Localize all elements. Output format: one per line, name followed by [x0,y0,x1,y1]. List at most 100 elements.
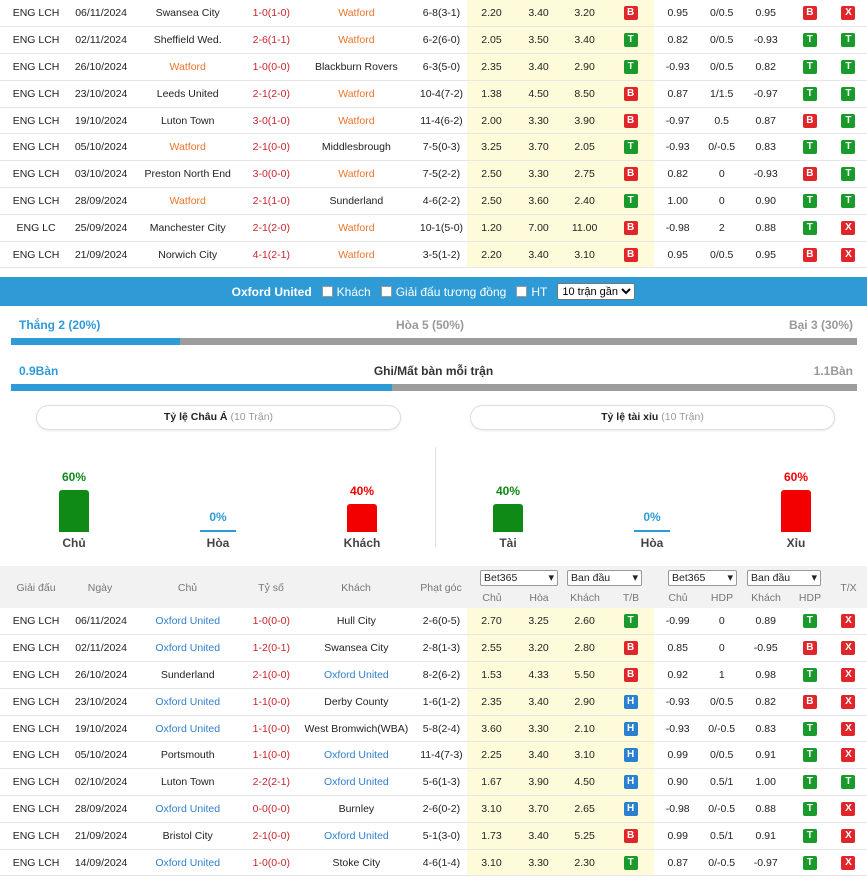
cell-odds-home: 1.20 [467,214,516,242]
cell-home-team[interactable]: Luton Town [130,107,246,135]
cell-away-team[interactable]: Oxford United [297,822,416,850]
table-row: ENG LCH 23/10/2024 Oxford United 1-1(0-0) De… [0,688,867,716]
cell-away-team[interactable]: Middlesbrough [297,133,416,162]
cell-ou-badge: T [829,80,867,108]
cell-home-team[interactable]: Watford [130,187,246,215]
cell-odds-away: 2.30 [561,849,608,876]
cell-away-team[interactable]: West Bromwich(WBA) [297,715,416,743]
hdr-home: Chủ [177,582,198,594]
cell-away-team[interactable]: Oxford United [297,741,416,770]
badge-T: T [802,59,817,74]
cell-odds-draw: 3.30 [515,107,562,135]
cell-away-team[interactable]: Hull City [297,608,416,636]
cell-hdp-home: 0.99 [653,822,702,850]
cell-league: ENG LCH [0,795,73,823]
cell-ou-badge: X [829,795,867,823]
cell-hdp-away: 0.95 [741,0,790,28]
bookmaker-select-2[interactable]: Bet365 [668,570,737,586]
cell-home-team[interactable]: Oxford United [130,849,246,876]
cell-league: ENG LCH [0,661,73,689]
cell-home-team[interactable]: Sunderland [130,661,246,689]
cell-away-team[interactable]: Swansea City [297,634,416,663]
cell-odds-home: 2.05 [467,26,516,55]
away-checkbox[interactable] [321,286,333,297]
cell-away-team[interactable]: Stoke City [297,849,416,876]
cell-odds-away: 11.00 [561,214,608,242]
cell-away-team[interactable]: Sunderland [297,187,416,215]
cell-home-team[interactable]: Oxford United [130,608,246,636]
cell-ou-badge: X [829,241,867,269]
cell-odds-home: 2.20 [467,0,516,28]
opening-select-2[interactable]: Ban đầu [747,570,821,586]
cell-league: ENG LC [0,214,73,242]
cell-home-team[interactable]: Sheffield Wed. [130,26,246,55]
cell-score: 3-0(0-0) [245,160,298,189]
cell-away-team[interactable]: Derby County [297,688,416,716]
ou-under-bar [781,490,811,532]
cell-away-team[interactable]: Watford [297,80,416,108]
cell-away-team[interactable]: Watford [297,160,416,189]
cell-home-team[interactable]: Norwich City [130,241,246,269]
badge-X: X [841,220,856,235]
cell-hdp-home: -0.93 [653,715,702,743]
cell-result-badge: H [607,795,654,823]
cell-home-team[interactable]: Oxford United [130,634,246,663]
cell-odds-draw: 4.50 [515,80,562,108]
cell-home-team[interactable]: Manchester City [130,214,246,242]
cell-hdp-away: 0.91 [741,741,790,770]
cell-home-team[interactable]: Luton Town [130,768,246,797]
cell-home-team[interactable]: Watford [130,53,246,81]
cell-away-team[interactable]: Oxford United [297,768,416,797]
cell-home-team[interactable]: Watford [130,133,246,162]
badge-H: H [623,775,638,790]
badge-T: T [802,828,817,843]
table-row: ENG LCH 02/11/2024 Sheffield Wed. 2-6(1-1) W… [0,26,867,55]
cell-odds-draw: 3.40 [515,53,562,81]
cell-away-team[interactable]: Watford [297,241,416,269]
cell-away-team[interactable]: Blackburn Rovers [297,53,416,81]
cell-home-team[interactable]: Oxford United [130,688,246,716]
cell-away-team[interactable]: Watford [297,26,416,55]
cell-league: ENG LCH [0,241,73,269]
cell-away-team[interactable]: Burnley [297,795,416,823]
cell-hdp-away: 0.95 [741,241,790,269]
cell-score: 1-1(0-0) [245,688,298,716]
ht-checkbox[interactable] [516,286,528,297]
bookmaker-select-1[interactable]: Bet365 [480,570,558,586]
opening-select-1[interactable]: Ban đầu [567,570,642,586]
cell-odds-home: 2.55 [467,634,516,663]
badge-T: T [623,193,638,208]
cell-hdp-away: 0.90 [741,187,790,215]
same-league-checkbox[interactable] [380,286,392,297]
cell-corners: 6-2(6-0) [415,26,468,55]
cell-home-team[interactable]: Oxford United [130,795,246,823]
cell-home-team[interactable]: Bristol City [130,822,246,850]
cell-ou-badge: X [829,608,867,636]
badge-X: X [841,641,856,656]
cell-hdp-badge: T [789,715,830,743]
cell-date: 26/10/2024 [72,53,131,81]
cell-score: 2-1(2-0) [245,214,298,242]
cell-odds-home: 2.35 [467,688,516,716]
cell-away-team[interactable]: Watford [297,107,416,135]
cell-home-team[interactable]: Oxford United [130,715,246,743]
cell-league: ENG LCH [0,768,73,797]
cell-odds-away: 2.90 [561,688,608,716]
cell-hdp-away: -0.93 [741,26,790,55]
cell-home-team[interactable]: Preston North End [130,160,246,189]
cell-date: 23/10/2024 [72,80,131,108]
cell-away-team[interactable]: Oxford United [297,661,416,689]
cell-score: 2-1(0-0) [245,661,298,689]
cell-away-team[interactable]: Watford [297,0,416,28]
cell-odds-draw: 3.70 [515,133,562,162]
cell-home-team[interactable]: Portsmouth [130,741,246,770]
watford-recent-matches-table: ENG LCH 06/11/2024 Swansea City 1-0(1-0) Wat… [0,0,867,269]
recent-matches-select[interactable]: 10 trận gần [557,283,636,300]
cell-home-team[interactable]: Leeds United [130,80,246,108]
cell-result-badge: T [607,133,654,162]
cell-odds-home: 2.50 [467,160,516,189]
cell-date: 28/09/2024 [72,795,131,823]
cell-date: 02/11/2024 [72,26,131,55]
cell-home-team[interactable]: Swansea City [130,0,246,28]
cell-away-team[interactable]: Watford [297,214,416,242]
